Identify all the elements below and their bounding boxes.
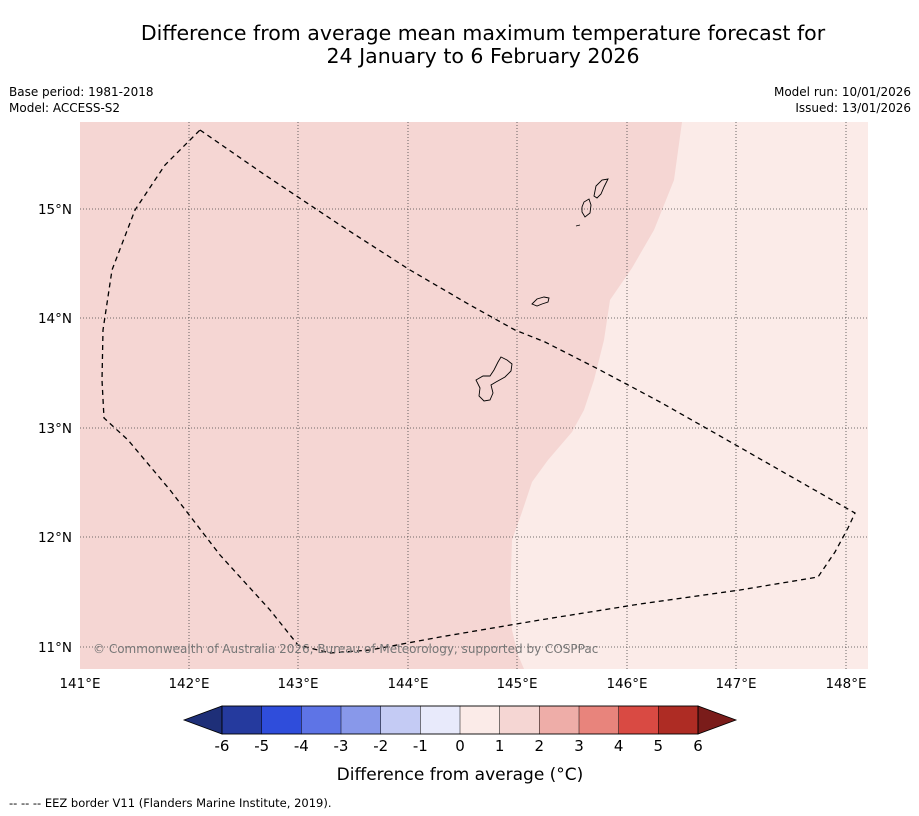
colorbar-cell — [658, 705, 699, 735]
model-name: Model: ACCESS-S2 — [9, 101, 121, 115]
colorbar-under-arrow — [182, 705, 223, 735]
aguijan-island — [575, 224, 581, 227]
islands — [475, 178, 609, 402]
guam-island — [475, 356, 513, 402]
lat-tick-12: 12°N — [38, 530, 72, 546]
lon-tick-labels: 141°E 142°E 143°E 144°E 145°E 146°E 147°… — [59, 676, 866, 692]
colorbar-cell — [221, 705, 263, 735]
cb-tick-label: -5 — [254, 737, 269, 755]
lat-tick-11: 11°N — [38, 640, 72, 656]
lon-tick-142: 142°E — [168, 676, 209, 692]
lon-tick-145: 145°E — [496, 676, 537, 692]
lat-tick-labels: 11°N 12°N 13°N 14°N 15°N — [38, 202, 72, 656]
cb-tick-label: -6 — [215, 737, 230, 755]
colorbar-cell — [380, 705, 421, 735]
metadata-right: Model run: 10/01/2026 Issued: 13/01/2026 — [774, 84, 911, 116]
colorbar-caption: Difference from average (°C) — [337, 765, 584, 785]
colorbar-cell — [301, 705, 342, 735]
colorbar-cell — [340, 705, 382, 735]
cb-tick-label: -2 — [373, 737, 388, 755]
lon-tick-148: 148°E — [825, 676, 866, 692]
lon-tick-143: 143°E — [277, 676, 318, 692]
title-line-2: 24 January to 6 February 2026 — [326, 44, 640, 68]
map-credit: © Commonwealth of Australia 2026, Bureau… — [93, 642, 598, 656]
metadata-left: Base period: 1981-2018 Model: ACCESS-S2 — [9, 84, 154, 116]
map-title: Difference from average mean maximum tem… — [0, 22, 919, 68]
anomaly-zone-warm — [80, 122, 682, 669]
lon-tick-144: 144°E — [387, 676, 428, 692]
colorbar-cell — [499, 705, 540, 735]
saipan-island — [593, 178, 609, 199]
colorbar-cell — [618, 705, 659, 735]
colorbar-tick-labels: -6 -5 -4 -3 -2 -1 0 1 2 3 4 5 6 — [215, 737, 703, 755]
cb-tick-label: 2 — [535, 737, 545, 755]
issued-date: Issued: 13/01/2026 — [795, 101, 911, 115]
cb-tick-label: -3 — [334, 737, 349, 755]
cb-tick-label: 1 — [495, 737, 505, 755]
lat-tick-14: 14°N — [38, 311, 72, 327]
lon-tick-147: 147°E — [715, 676, 756, 692]
lat-tick-13: 13°N — [38, 421, 72, 437]
cb-tick-label: 4 — [614, 737, 624, 755]
colorbar-cell — [420, 705, 461, 735]
colorbar: -6 -5 -4 -3 -2 -1 0 1 2 3 4 5 6 Differen… — [182, 705, 738, 785]
cb-tick-label: 5 — [654, 737, 664, 755]
model-run: Model run: 10/01/2026 — [773, 85, 911, 99]
graticule — [80, 122, 868, 669]
lon-tick-141: 141°E — [59, 676, 100, 692]
rota-island — [531, 296, 550, 307]
cb-tick-label: 6 — [693, 737, 703, 755]
lat-tick-15: 15°N — [38, 202, 72, 218]
colorbar-cell — [539, 705, 580, 735]
cb-tick-label: -4 — [294, 737, 309, 755]
cb-tick-label: 3 — [574, 737, 584, 755]
tinian-island — [581, 198, 592, 218]
cb-tick-label: -1 — [413, 737, 428, 755]
base-period: Base period: 1981-2018 — [9, 85, 154, 99]
map-area: © Commonwealth of Australia 2026, Bureau… — [80, 122, 868, 669]
eez-footnote: -- -- -- EEZ border V11 (Flanders Marine… — [9, 796, 332, 810]
title-line-1: Difference from average mean maximum tem… — [140, 21, 826, 45]
cb-tick-label: 0 — [455, 737, 465, 755]
lon-tick-146: 146°E — [606, 676, 647, 692]
colorbar-cell — [578, 705, 620, 735]
colorbar-outline — [221, 705, 699, 735]
colorbar-cell — [459, 705, 501, 735]
colorbar-cell — [261, 705, 302, 735]
colorbar-over-arrow — [697, 705, 738, 735]
eez-border — [101, 129, 856, 654]
